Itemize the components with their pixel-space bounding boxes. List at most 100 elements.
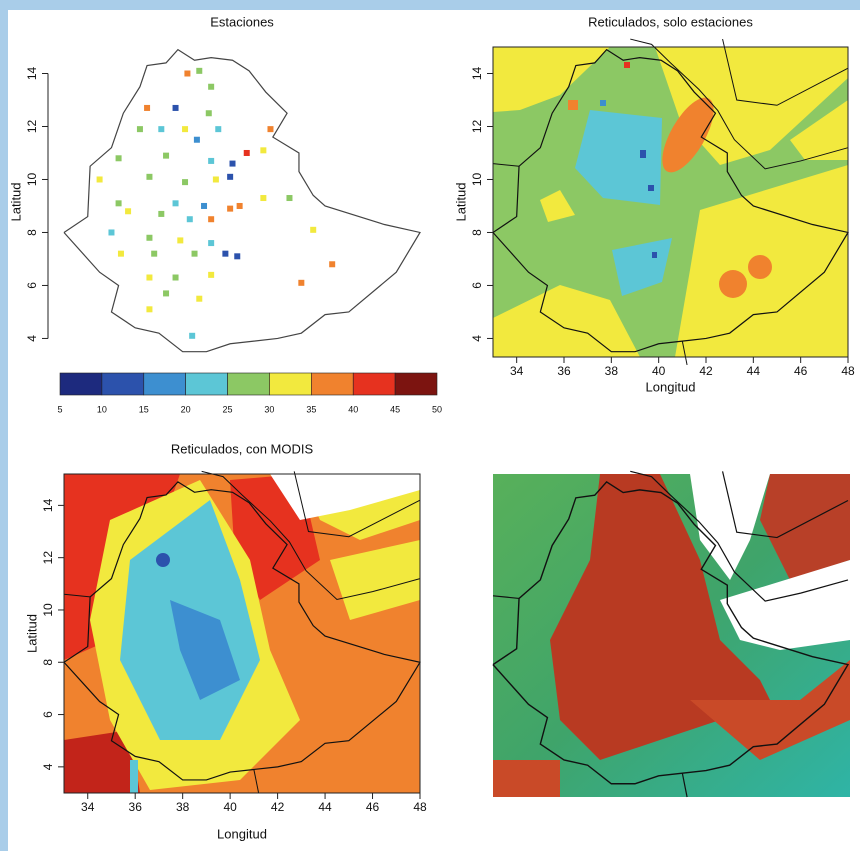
- x-axis-label: Longitud: [217, 826, 267, 841]
- station: [146, 235, 152, 241]
- station: [206, 110, 212, 116]
- figure: Estaciones468101214Latitud51015202530354…: [0, 0, 860, 851]
- x-tick-label: 46: [366, 800, 380, 814]
- y-axis-label: Latitud: [8, 182, 23, 221]
- x-tick-label: 48: [841, 364, 855, 378]
- colorbar-block: [353, 373, 395, 395]
- station: [194, 137, 200, 143]
- station: [267, 126, 273, 132]
- x-tick-label: 46: [794, 364, 808, 378]
- y-tick-label: 8: [41, 659, 55, 666]
- y-tick-label: 6: [470, 282, 484, 289]
- station: [215, 126, 221, 132]
- station: [97, 176, 103, 182]
- colorbar-label: 25: [223, 404, 233, 414]
- x-tick-label: 36: [557, 364, 571, 378]
- frame-top: [0, 0, 860, 10]
- x-tick-label: 42: [699, 364, 713, 378]
- colorbar-block: [186, 373, 228, 395]
- x-tick-label: 44: [747, 364, 761, 378]
- station: [227, 174, 233, 180]
- y-axis-label: Latitud: [24, 614, 39, 653]
- colorbar-label: 15: [139, 404, 149, 414]
- station: [125, 208, 131, 214]
- station: [146, 174, 152, 180]
- station: [208, 240, 214, 246]
- x-tick-label: 44: [318, 800, 332, 814]
- station: [189, 333, 195, 339]
- station: [158, 211, 164, 217]
- panel-title: Reticulados, con MODIS: [171, 441, 314, 456]
- colorbar-label: 45: [390, 404, 400, 414]
- station: [116, 155, 122, 161]
- station: [208, 272, 214, 278]
- colorbar-block: [311, 373, 353, 395]
- station: [329, 261, 335, 267]
- station: [208, 158, 214, 164]
- frame-left: [0, 0, 8, 851]
- station: [118, 251, 124, 257]
- y-tick-label: 8: [25, 229, 39, 236]
- y-tick-label: 14: [470, 67, 484, 81]
- y-tick-label: 14: [41, 498, 55, 512]
- panel-title: Estaciones: [210, 14, 274, 29]
- station: [213, 176, 219, 182]
- colorbar-label: 50: [432, 404, 442, 414]
- y-tick-label: 14: [25, 67, 39, 81]
- station: [108, 229, 114, 235]
- y-tick-label: 4: [41, 763, 55, 770]
- station: [208, 84, 214, 90]
- station: [230, 161, 236, 167]
- station: [173, 200, 179, 206]
- x-tick-label: 36: [129, 800, 143, 814]
- station: [260, 195, 266, 201]
- station: [201, 203, 207, 209]
- colorbar-label: 35: [306, 404, 316, 414]
- panel-title: Reticulados, solo estaciones: [588, 14, 753, 29]
- y-tick-label: 12: [41, 551, 55, 565]
- station: [151, 251, 157, 257]
- station: [182, 179, 188, 185]
- station: [144, 105, 150, 111]
- station: [163, 153, 169, 159]
- y-tick-label: 12: [25, 119, 39, 133]
- station: [196, 296, 202, 302]
- station: [260, 147, 266, 153]
- y-tick-label: 8: [470, 229, 484, 236]
- y-tick-label: 10: [41, 603, 55, 617]
- station: [177, 237, 183, 243]
- station: [286, 195, 292, 201]
- station: [208, 216, 214, 222]
- station: [234, 253, 240, 259]
- x-tick-label: 48: [413, 800, 427, 814]
- y-tick-label: 4: [25, 335, 39, 342]
- station: [192, 251, 198, 257]
- x-axis-label: Longitud: [646, 379, 696, 394]
- y-tick-label: 12: [470, 119, 484, 133]
- x-tick-label: 40: [223, 800, 237, 814]
- colorbar-label: 5: [57, 404, 62, 414]
- x-tick-label: 38: [605, 364, 619, 378]
- x-tick-label: 42: [271, 800, 285, 814]
- y-tick-label: 10: [25, 172, 39, 186]
- station: [310, 227, 316, 233]
- y-axis-label: Latitud: [453, 182, 468, 221]
- colorbar-block: [102, 373, 144, 395]
- station: [244, 150, 250, 156]
- colorbar-block: [60, 373, 102, 395]
- station: [222, 251, 228, 257]
- y-tick-label: 10: [470, 172, 484, 186]
- colorbar-label: 40: [348, 404, 358, 414]
- grid-map-stations: [493, 47, 848, 357]
- station: [137, 126, 143, 132]
- x-tick-label: 34: [510, 364, 524, 378]
- x-tick-label: 38: [176, 800, 190, 814]
- station: [227, 206, 233, 212]
- y-tick-label: 4: [470, 335, 484, 342]
- station: [116, 200, 122, 206]
- station: [173, 275, 179, 281]
- colorbar-block: [228, 373, 270, 395]
- station: [187, 216, 193, 222]
- x-tick-label: 34: [81, 800, 95, 814]
- station: [146, 306, 152, 312]
